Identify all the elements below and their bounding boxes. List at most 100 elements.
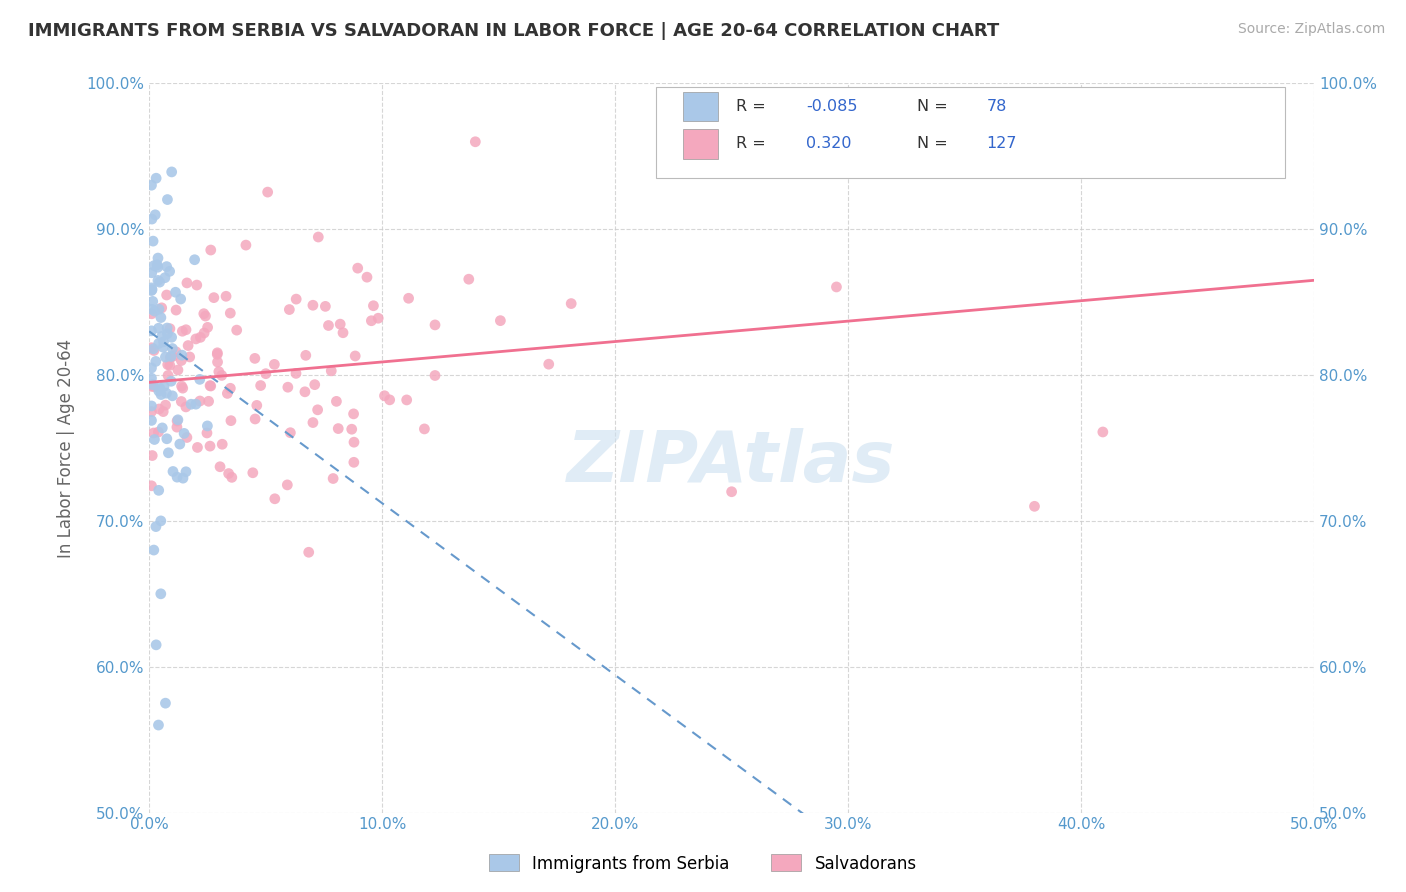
Point <box>152 340 174 354</box>
Point <box>160 350 183 364</box>
Point <box>141 212 163 227</box>
FancyBboxPatch shape <box>683 92 717 121</box>
Point <box>141 379 163 393</box>
Point <box>141 281 163 295</box>
Y-axis label: In Labor Force | Age 20-64: In Labor Force | Age 20-64 <box>58 338 75 558</box>
Point <box>1163 149 1185 163</box>
Point <box>221 470 243 484</box>
Point <box>343 435 366 450</box>
Point <box>209 459 232 474</box>
Point <box>378 392 401 407</box>
Point <box>225 323 247 337</box>
Point <box>148 483 170 498</box>
Point <box>197 394 219 409</box>
Point <box>342 407 364 421</box>
Point <box>152 404 174 418</box>
Point <box>159 359 181 373</box>
Point <box>219 306 242 320</box>
Point <box>307 402 329 417</box>
Legend: Immigrants from Serbia, Salvadorans: Immigrants from Serbia, Salvadorans <box>482 847 924 880</box>
Point <box>179 350 201 364</box>
Point <box>285 367 308 381</box>
Point <box>314 299 336 313</box>
Point <box>141 307 163 321</box>
Point <box>177 338 200 352</box>
Point <box>165 285 187 300</box>
Point <box>219 381 242 395</box>
Point <box>150 301 173 315</box>
Point <box>162 342 184 356</box>
Point <box>200 379 222 393</box>
Point <box>148 384 170 398</box>
Point <box>162 465 184 479</box>
Point <box>149 587 172 601</box>
Point <box>145 171 167 186</box>
Point <box>211 437 233 451</box>
Point <box>141 449 163 463</box>
Point <box>141 302 163 317</box>
Point <box>356 270 378 285</box>
Point <box>176 430 198 444</box>
Point <box>194 309 217 323</box>
FancyBboxPatch shape <box>655 87 1285 178</box>
Point <box>373 389 395 403</box>
Point <box>263 358 285 372</box>
Point <box>172 324 194 338</box>
Point <box>367 311 389 326</box>
Point <box>276 478 298 492</box>
Point <box>285 292 308 306</box>
Point <box>142 294 165 309</box>
Point <box>325 394 347 409</box>
Point <box>217 386 239 401</box>
Point <box>155 398 177 412</box>
Point <box>720 484 742 499</box>
Point <box>156 288 179 302</box>
Point <box>560 296 582 310</box>
Point <box>328 421 350 435</box>
Point <box>243 351 266 366</box>
Point <box>537 357 560 371</box>
Point <box>153 379 176 393</box>
Point <box>152 334 174 349</box>
Point <box>150 329 173 343</box>
Point <box>329 317 352 331</box>
Point <box>157 368 180 383</box>
Point <box>143 304 166 318</box>
Point <box>160 374 183 388</box>
Point <box>340 422 363 436</box>
Point <box>167 413 190 427</box>
Point <box>150 387 173 401</box>
Point <box>145 519 167 533</box>
Point <box>207 347 229 361</box>
Point <box>423 368 446 383</box>
Point <box>190 330 212 344</box>
Point <box>146 258 169 272</box>
Text: IMMIGRANTS FROM SERBIA VS SALVADORAN IN LABOR FORCE | AGE 20-64 CORRELATION CHAR: IMMIGRANTS FROM SERBIA VS SALVADORAN IN … <box>28 22 1000 40</box>
Point <box>159 321 181 335</box>
Point <box>318 318 340 333</box>
Text: 78: 78 <box>987 99 1007 114</box>
Point <box>162 389 184 403</box>
Point <box>165 303 187 318</box>
Point <box>211 368 233 383</box>
Point <box>195 425 218 440</box>
Point <box>160 165 183 179</box>
Point <box>157 446 180 460</box>
Point <box>166 420 188 434</box>
Point <box>173 426 195 441</box>
Point <box>198 378 221 392</box>
Point <box>302 416 325 430</box>
Point <box>263 491 285 506</box>
Point <box>166 470 188 484</box>
Point <box>142 377 165 392</box>
Point <box>413 422 436 436</box>
Point <box>322 471 344 485</box>
Point <box>141 341 163 355</box>
Point <box>150 421 173 435</box>
Point <box>200 243 222 257</box>
Point <box>321 364 343 378</box>
Point <box>148 718 170 732</box>
Point <box>153 270 176 285</box>
Point <box>360 314 382 328</box>
Point <box>156 260 179 274</box>
